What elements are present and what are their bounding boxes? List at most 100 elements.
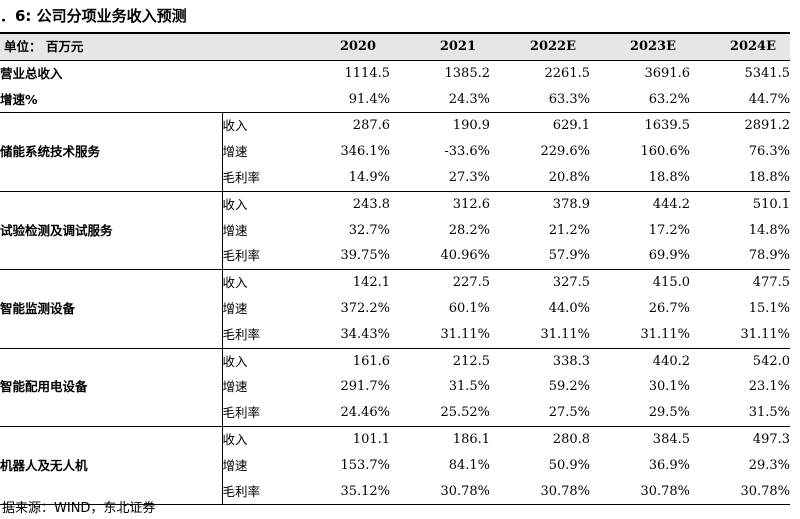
value-cell: 542.0 (752, 353, 791, 369)
value-cell: 31.11% (390, 321, 491, 349)
metric-label: 毛利率 (222, 243, 297, 271)
summary-label: 增速% (0, 86, 297, 114)
value-cell: 31.11% (490, 321, 591, 349)
value-cell: 30.78% (390, 478, 491, 506)
segment-row: 增速 153.7% 84.1% 50.9% 36.9% 29.3% (0, 453, 791, 479)
value-cell: 510.1 (752, 196, 791, 212)
value-cell: 186.1 (452, 431, 491, 447)
value-cell: 76.3% (748, 144, 791, 160)
value-cell: 29.3% (748, 457, 791, 473)
value-cell: 346.1% (340, 144, 391, 160)
metric-label: 收入 (222, 431, 248, 447)
value-cell: 629.1 (552, 118, 591, 134)
value-cell: 34.43% (296, 321, 391, 349)
value-cell: 44.7% (690, 86, 791, 114)
value-cell: 60.1% (448, 300, 491, 316)
forecast-table: 单位： 百万元 2020 2021 2022E 2023E 2024E 营业总收入 1114.… (0, 31, 791, 506)
value-cell: 63.2% (590, 86, 691, 114)
value-cell: 35.12% (296, 478, 391, 506)
value-cell: 5341.5 (744, 65, 791, 81)
value-cell: 69.9% (590, 243, 691, 271)
value-cell: 227.5 (452, 275, 491, 291)
value-cell: 372.2% (340, 300, 391, 316)
value-cell: 14.8% (748, 222, 791, 238)
value-cell: 24.3% (390, 86, 491, 114)
segment-row: 毛利率 35.12% 30.78% 30.78% 30.78% 30.78% (0, 478, 791, 506)
value-cell: 190.9 (452, 118, 491, 134)
year-header: 2020 (296, 31, 391, 61)
value-cell: 21.2% (548, 222, 591, 238)
summary-row: 营业总收入 1114.5 1385.2 2261.5 3691.6 5341.5 (0, 60, 790, 86)
metric-label: 增速 (222, 457, 248, 473)
value-cell: 30.78% (590, 478, 691, 506)
metric-label: 增速 (222, 144, 248, 160)
value-cell: 50.9% (548, 457, 591, 473)
value-cell: 338.3 (552, 353, 591, 369)
value-cell: 415.0 (652, 275, 691, 291)
source-note: 据来源：WIND，东北证券 (2, 501, 156, 516)
metric-label: 毛利率 (222, 400, 297, 427)
value-cell: 1114.5 (344, 65, 391, 81)
value-cell: 31.11% (690, 321, 791, 349)
value-cell: 160.6% (640, 144, 691, 160)
segment-name: 试验检测及调试服务 (0, 191, 223, 271)
value-cell: 15.1% (748, 300, 791, 316)
value-cell: 30.78% (690, 478, 791, 506)
value-cell: 23.1% (748, 379, 791, 395)
metric-label: 增速 (222, 300, 248, 316)
summary-row: 增速% 91.4% 24.3% 63.3% 63.2% 44.7% (0, 86, 791, 114)
value-cell: 26.7% (648, 300, 691, 316)
value-cell: 444.2 (652, 196, 691, 212)
segment-row: 毛利率 24.46% 25.52% 27.5% 29.5% 31.5% (0, 400, 791, 427)
segment-row: 智能监测设备 收入 142.1 227.5 327.5 415.0 477.5 (0, 269, 790, 349)
value-cell: -33.6% (444, 144, 491, 160)
value-cell: 29.5% (590, 400, 691, 427)
value-cell: 2891.2 (744, 118, 791, 134)
segment-name: 机器人及无人机 (0, 426, 223, 506)
value-cell: 378.9 (552, 196, 591, 212)
value-cell: 25.52% (390, 400, 491, 427)
segment-row: 智能配用电设备 收入 161.6 212.5 338.3 440.2 542.0 (0, 348, 791, 427)
value-cell: 59.2% (548, 379, 591, 395)
value-cell: 44.0% (548, 300, 591, 316)
value-cell: 18.8% (590, 164, 691, 192)
value-cell: 312.6 (452, 196, 491, 212)
metric-label: 收入 (222, 275, 248, 291)
value-cell: 30.78% (490, 478, 591, 506)
value-cell: 32.7% (348, 222, 391, 238)
value-cell: 243.8 (352, 196, 391, 212)
metric-label: 增速 (222, 222, 248, 238)
unit-label: 单位： 百万元 (0, 31, 297, 61)
segment-row: 机器人及无人机 收入 101.1 186.1 280.8 384.5 497.3 (0, 426, 790, 506)
value-cell: 27.5% (490, 400, 591, 427)
value-cell: 57.9% (490, 243, 591, 271)
value-cell: 31.5% (690, 400, 791, 427)
value-cell: 78.9% (690, 243, 791, 271)
metric-label: 收入 (222, 118, 248, 134)
value-cell: 280.8 (552, 431, 591, 447)
segment-row: 毛利率 14.9% 27.3% 20.8% 18.8% 18.8% (0, 164, 791, 192)
segment-row: 增速 346.1% -33.6% 229.6% 160.6% 76.3% (0, 139, 791, 165)
value-cell: 18.8% (690, 164, 791, 192)
value-cell: 384.5 (652, 431, 691, 447)
value-cell: 161.6 (352, 353, 391, 369)
value-cell: 101.1 (352, 431, 391, 447)
segment-row: 增速 372.2% 60.1% 44.0% 26.7% 15.1% (0, 296, 791, 322)
metric-label: 收入 (222, 353, 248, 369)
value-cell: 20.8% (490, 164, 591, 192)
value-cell: 31.5% (448, 379, 491, 395)
year-header: 2023E (590, 31, 691, 61)
year-header: 2021 (390, 31, 491, 61)
segment-row: 储能系统技术服务 收入 287.6 190.9 629.1 1639.5 2891.2 (0, 112, 791, 192)
table-title: ．6: 公司分项业务收入预测 (0, 7, 187, 25)
value-cell: 84.1% (448, 457, 491, 473)
segment-row: 增速 32.7% 28.2% 21.2% 17.2% 14.8% (0, 218, 791, 244)
value-cell: 27.3% (390, 164, 491, 192)
value-cell: 142.1 (352, 275, 391, 291)
value-cell: 36.9% (648, 457, 691, 473)
value-cell: 212.5 (452, 353, 491, 369)
value-cell: 287.6 (352, 118, 391, 134)
value-cell: 40.96% (390, 243, 491, 271)
segment-name: 智能配用电设备 (0, 348, 223, 427)
metric-label: 增速 (222, 379, 248, 395)
